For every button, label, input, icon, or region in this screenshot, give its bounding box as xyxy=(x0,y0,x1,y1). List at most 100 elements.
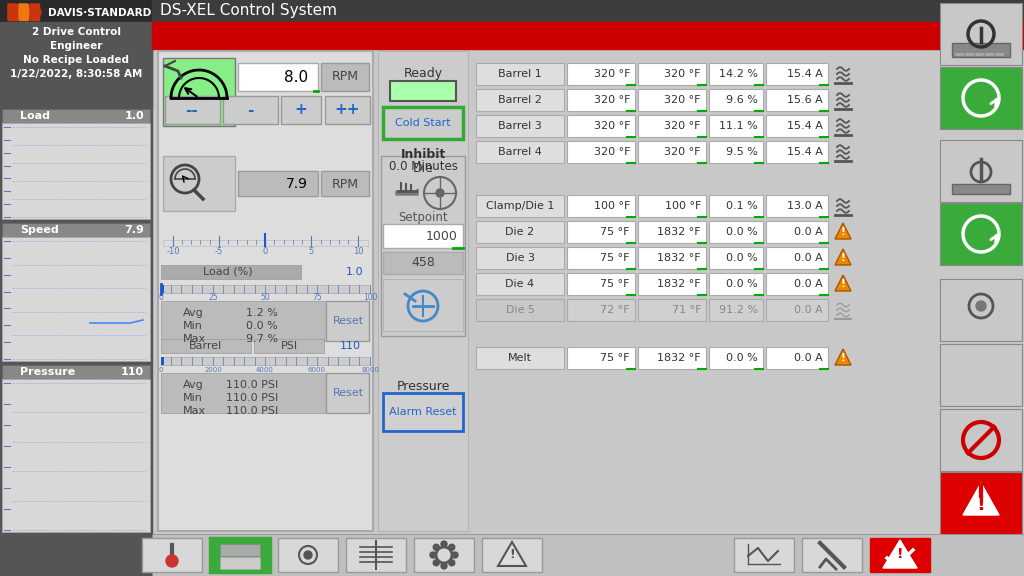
Polygon shape xyxy=(835,223,851,239)
Bar xyxy=(638,347,706,369)
Bar xyxy=(638,221,706,243)
Text: 50: 50 xyxy=(260,294,270,302)
Text: 320 °F: 320 °F xyxy=(594,69,630,79)
Text: Die 2: Die 2 xyxy=(506,227,535,237)
Circle shape xyxy=(452,552,458,558)
Text: 91.2 %: 91.2 % xyxy=(719,305,758,315)
Bar xyxy=(766,63,828,85)
Bar xyxy=(325,96,370,124)
Polygon shape xyxy=(30,4,39,20)
Text: 0.0 Minutes: 0.0 Minutes xyxy=(388,161,458,173)
Text: 100 °F: 100 °F xyxy=(665,201,701,211)
Text: Die: Die xyxy=(413,161,433,175)
Bar xyxy=(567,63,635,85)
Bar xyxy=(709,221,763,243)
Bar xyxy=(766,273,828,295)
Text: 1832 °F: 1832 °F xyxy=(657,227,701,237)
Bar xyxy=(326,301,369,341)
Text: Avg: Avg xyxy=(183,308,204,318)
Bar xyxy=(567,115,635,137)
Text: !: ! xyxy=(841,353,846,363)
Bar xyxy=(321,63,369,91)
Bar xyxy=(567,195,635,217)
Bar xyxy=(638,141,706,163)
Text: 15.4 A: 15.4 A xyxy=(787,121,823,131)
Bar xyxy=(709,141,763,163)
Text: 1832 °F: 1832 °F xyxy=(657,353,701,363)
Text: 14.2 %: 14.2 % xyxy=(719,69,758,79)
Text: -5: -5 xyxy=(215,247,223,256)
Bar xyxy=(476,247,564,269)
Bar xyxy=(567,89,635,111)
Polygon shape xyxy=(498,542,526,566)
Text: 1832 °F: 1832 °F xyxy=(657,253,701,263)
Bar xyxy=(390,81,456,101)
Text: RPM: RPM xyxy=(332,70,358,84)
Text: 0.0 A: 0.0 A xyxy=(795,253,823,263)
Text: 72 °F: 72 °F xyxy=(600,305,630,315)
Text: 1832 °F: 1832 °F xyxy=(657,279,701,289)
Bar xyxy=(238,63,318,91)
Text: Avg: Avg xyxy=(183,380,204,390)
Bar xyxy=(638,89,706,111)
Text: 320 °F: 320 °F xyxy=(594,147,630,157)
Text: 75 °F: 75 °F xyxy=(600,353,630,363)
Circle shape xyxy=(449,544,455,550)
Bar xyxy=(766,221,828,243)
Polygon shape xyxy=(8,4,19,12)
Text: 2 Drive Control: 2 Drive Control xyxy=(32,27,121,37)
Text: 1.0: 1.0 xyxy=(124,111,144,121)
Bar xyxy=(476,115,564,137)
Bar xyxy=(709,63,763,85)
Bar xyxy=(142,538,202,572)
Text: Reset: Reset xyxy=(333,316,364,326)
Text: 0.0 %: 0.0 % xyxy=(246,321,278,331)
Bar xyxy=(567,273,635,295)
Text: Barrel 3: Barrel 3 xyxy=(498,121,542,131)
Bar xyxy=(152,22,1024,49)
Bar xyxy=(638,273,706,295)
Bar xyxy=(2,223,150,237)
Bar xyxy=(161,339,251,353)
Text: 0.0 %: 0.0 % xyxy=(726,227,758,237)
Bar xyxy=(383,279,463,331)
Bar xyxy=(766,195,828,217)
Bar xyxy=(414,538,474,572)
Bar xyxy=(709,195,763,217)
Text: DS-XEL Control System: DS-XEL Control System xyxy=(160,3,337,18)
Bar xyxy=(281,96,321,124)
Text: 110: 110 xyxy=(340,341,361,351)
Bar xyxy=(940,140,1022,202)
Text: 4000: 4000 xyxy=(256,367,274,373)
Text: 0.0 A: 0.0 A xyxy=(795,227,823,237)
Text: 2000: 2000 xyxy=(204,367,222,373)
Bar xyxy=(278,538,338,572)
Polygon shape xyxy=(8,4,17,20)
Bar xyxy=(163,58,234,126)
Text: Engineer: Engineer xyxy=(50,41,102,51)
Text: 11.1 %: 11.1 % xyxy=(719,121,758,131)
Text: Max: Max xyxy=(183,334,206,344)
Bar xyxy=(161,357,370,365)
Text: 9.6 %: 9.6 % xyxy=(726,95,758,105)
Text: 1/22/2022, 8:30:58 AM: 1/22/2022, 8:30:58 AM xyxy=(10,69,142,79)
Text: -10: -10 xyxy=(166,247,180,256)
Bar xyxy=(766,299,828,321)
Text: 0.0 A: 0.0 A xyxy=(795,353,823,363)
Bar xyxy=(709,89,763,111)
Polygon shape xyxy=(19,4,28,20)
Bar xyxy=(940,409,1022,471)
Circle shape xyxy=(449,560,455,566)
Text: RPM: RPM xyxy=(332,177,358,191)
Text: Die 3: Die 3 xyxy=(506,253,535,263)
Bar xyxy=(0,0,152,22)
Circle shape xyxy=(304,551,312,559)
Text: 0.0 %: 0.0 % xyxy=(726,353,758,363)
Text: 0: 0 xyxy=(262,247,267,256)
Bar xyxy=(223,96,278,124)
Text: Speed: Speed xyxy=(20,225,58,235)
Text: +: + xyxy=(295,103,307,118)
Polygon shape xyxy=(19,4,30,20)
Bar xyxy=(381,156,465,336)
Bar xyxy=(476,195,564,217)
